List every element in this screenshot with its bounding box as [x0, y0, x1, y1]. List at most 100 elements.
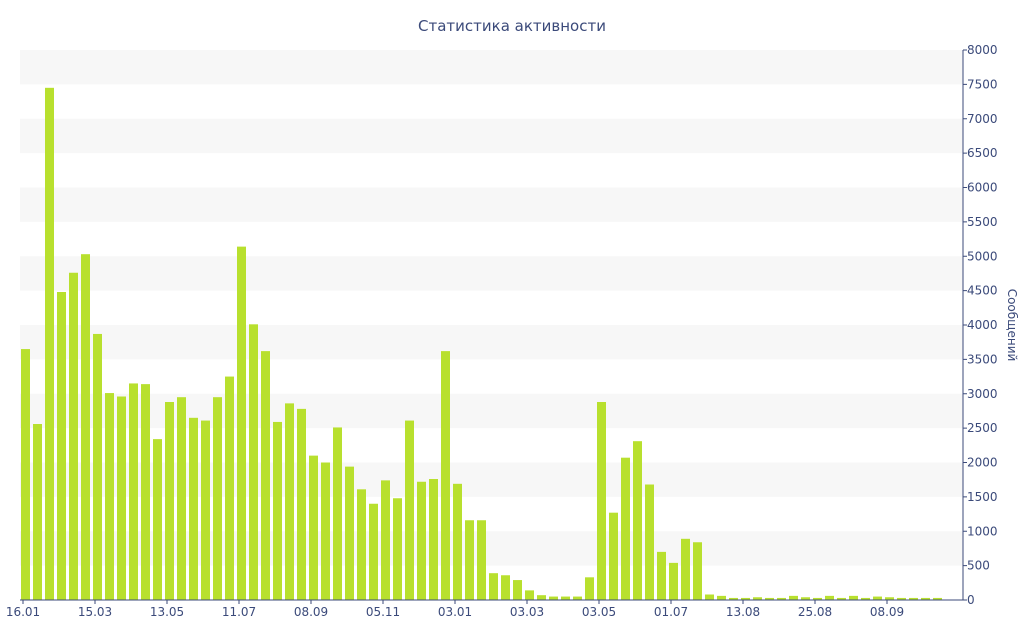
- bar: [837, 597, 846, 600]
- bar: [69, 272, 78, 600]
- x-tick-label: 11.07: [222, 605, 256, 619]
- bar: [465, 520, 474, 600]
- bar: [801, 597, 810, 600]
- bar: [93, 333, 102, 600]
- y-tick-label: 4500: [967, 284, 998, 298]
- bar: [549, 596, 558, 600]
- bar: [573, 596, 582, 600]
- bar: [765, 597, 774, 600]
- y-tick-label: 7500: [967, 77, 998, 91]
- bar: [621, 457, 630, 600]
- bar: [729, 597, 738, 600]
- bar: [441, 351, 450, 600]
- x-tick-label: 08.09: [294, 605, 328, 619]
- bar: [117, 396, 126, 600]
- bar: [825, 595, 834, 600]
- y-tick-label: 500: [967, 559, 990, 573]
- bar: [861, 597, 870, 600]
- x-tick-label: 08.09: [870, 605, 904, 619]
- y-tick-label: 1500: [967, 490, 998, 504]
- bar: [717, 595, 726, 600]
- bar: [669, 562, 678, 600]
- bar: [345, 466, 354, 600]
- bar: [369, 503, 378, 600]
- bar: [585, 577, 594, 600]
- bar: [789, 595, 798, 600]
- y-tick-label: 2500: [967, 421, 998, 435]
- bar: [393, 498, 402, 600]
- bar: [741, 597, 750, 600]
- x-tick-label: 05.11: [366, 605, 400, 619]
- y-tick-label: 1000: [967, 524, 998, 538]
- x-tick-label: 15.03: [78, 605, 112, 619]
- bar: [405, 420, 414, 600]
- bar: [417, 481, 426, 600]
- grid-band: [20, 118, 963, 154]
- bar: [213, 397, 222, 600]
- grid-band: [20, 393, 963, 429]
- y-tick-label: 8000: [967, 43, 998, 57]
- bar: [873, 596, 882, 600]
- bar: [753, 597, 762, 600]
- bar: [681, 538, 690, 600]
- bar: [261, 351, 270, 600]
- bar: [129, 383, 138, 600]
- bar: [309, 455, 318, 600]
- bar: [429, 479, 438, 600]
- x-tick-label: 25.08: [798, 605, 832, 619]
- x-tick-label: 01.07: [654, 605, 688, 619]
- x-tick-label: 03.01: [438, 605, 472, 619]
- bar: [45, 87, 54, 600]
- y-tick-label: 2000: [967, 456, 998, 470]
- bar: [633, 441, 642, 600]
- bar: [501, 575, 510, 600]
- bar: [33, 424, 42, 600]
- x-tick-label: 16.01: [6, 605, 40, 619]
- bar: [657, 551, 666, 600]
- bar: [57, 292, 66, 600]
- y-tick-label: 3500: [967, 352, 998, 366]
- bar: [81, 254, 90, 600]
- bar: [705, 594, 714, 600]
- bar: [453, 483, 462, 600]
- bar: [165, 402, 174, 600]
- y-tick-label: 6000: [967, 181, 998, 195]
- bar: [141, 384, 150, 600]
- bar: [885, 597, 894, 600]
- bar: [813, 597, 822, 600]
- bar: [177, 397, 186, 600]
- bar: [189, 417, 198, 600]
- bar: [693, 542, 702, 600]
- x-tick-label: 03.03: [510, 605, 544, 619]
- bar: [909, 597, 918, 600]
- chart-title: Статистика активности: [418, 17, 606, 35]
- bar: [321, 462, 330, 600]
- x-tick-label: 03.05: [582, 605, 616, 619]
- bar: [561, 596, 570, 600]
- y-tick-label: 4000: [967, 318, 998, 332]
- grid-band: [20, 50, 963, 85]
- y-axis-label: Сообщений: [1005, 289, 1019, 362]
- bar: [777, 597, 786, 600]
- y-tick-label: 0: [967, 593, 975, 607]
- bar: [333, 427, 342, 600]
- bar: [513, 580, 522, 600]
- bar: [597, 402, 606, 600]
- bar: [285, 403, 294, 600]
- bar: [153, 439, 162, 600]
- bar: [525, 590, 534, 600]
- bar: [921, 597, 930, 600]
- y-tick-label: 6500: [967, 146, 998, 160]
- bar: [249, 324, 258, 600]
- x-tick-label: 13.08: [726, 605, 760, 619]
- bar: [225, 376, 234, 600]
- bar: [381, 480, 390, 600]
- grid-band: [20, 256, 963, 291]
- axes: 0 500 1000 1500 2000 2500 3000 3500 4000 4500 5000…: [6, 43, 998, 619]
- bar: [477, 520, 486, 600]
- bar: [237, 246, 246, 600]
- y-tick-label: 5500: [967, 215, 998, 229]
- y-tick-label: 7000: [967, 112, 998, 126]
- bar: [201, 420, 210, 600]
- grid-bands: [20, 50, 963, 566]
